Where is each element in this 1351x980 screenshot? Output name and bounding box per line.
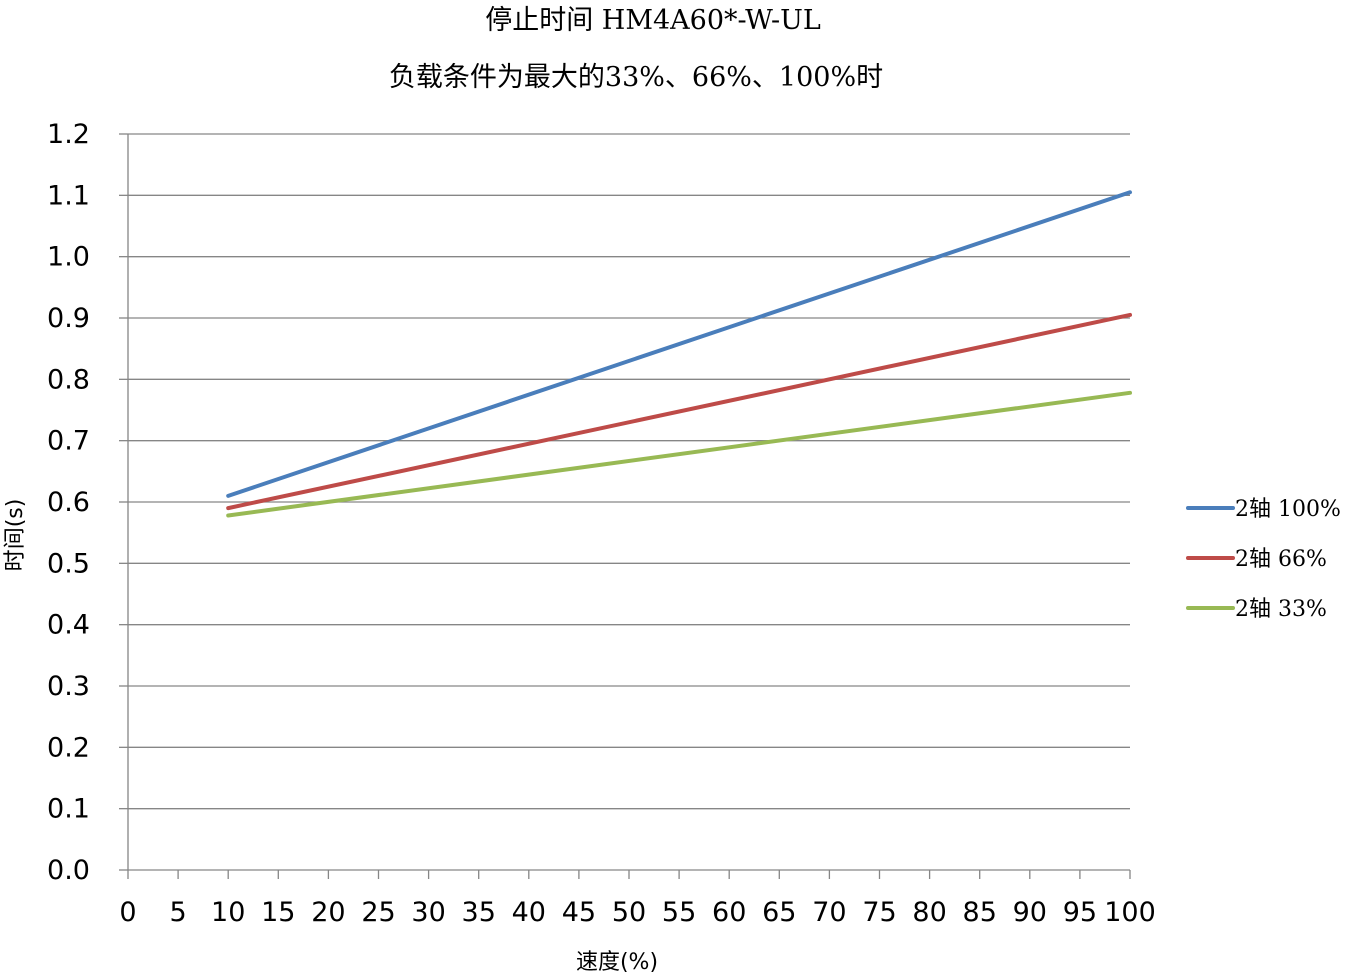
x-tick-label: 65 (762, 897, 796, 928)
x-tick-label: 100 (1104, 897, 1156, 928)
x-tick-label: 70 (812, 897, 846, 928)
x-tick-label: 30 (411, 897, 445, 928)
x-tick-label: 35 (462, 897, 496, 928)
y-tick-label: 1.2 (47, 119, 90, 150)
y-tick-label: 0.2 (47, 732, 90, 763)
series-line (226, 190, 1132, 498)
series-lines (226, 190, 1132, 518)
x-tick-label: 55 (662, 897, 696, 928)
x-tick-label: 10 (211, 897, 245, 928)
x-tick-label: 45 (562, 897, 596, 928)
legend-label: 2轴 66% (1235, 547, 1327, 572)
gridlines (128, 133, 1130, 810)
x-tick-label: 5 (170, 897, 187, 928)
y-axis-label: 时间(s) (3, 499, 28, 572)
x-tick-label: 85 (963, 897, 997, 928)
y-tick-label: 0.7 (47, 426, 90, 457)
y-tick-label: 0.1 (47, 794, 90, 825)
tick-labels: 0.0 0.1 0.2 0.3 0.4 0.5 0.6 0.7 0.8 0.9 1.0 1.1 1.2 0… (47, 119, 1156, 928)
legend-label: 2轴 100% (1235, 497, 1341, 522)
x-tick-label: 25 (361, 897, 395, 928)
x-tick-label: 0 (119, 897, 136, 928)
chart-subtitle: 负载条件为最大的33%、66%、100%时 (389, 62, 883, 93)
axes (119, 133, 1131, 879)
y-tick-label: 0.5 (47, 548, 90, 579)
y-tick-label: 1.0 (47, 242, 90, 273)
y-tick-label: 0.4 (47, 610, 90, 641)
x-tick-label: 80 (912, 897, 946, 928)
x-tick-label: 15 (261, 897, 295, 928)
x-tick-label: 90 (1013, 897, 1047, 928)
chart-title: 停止时间 HM4A60*-W-UL (485, 5, 821, 36)
y-tick-label: 0.8 (47, 364, 90, 395)
legend-label: 2轴 33% (1235, 597, 1327, 622)
y-tick-label: 0.3 (47, 671, 90, 702)
y-tick-label: 0.0 (47, 855, 90, 886)
series-line (226, 312, 1132, 511)
x-tick-label: 95 (1063, 897, 1097, 928)
x-tick-label: 60 (712, 897, 746, 928)
x-tick-label: 75 (862, 897, 896, 928)
y-tick-label: 0.6 (47, 487, 90, 518)
legend: 2轴 100% 2轴 66% 2轴 33% (1186, 497, 1341, 622)
x-tick-label: 50 (612, 897, 646, 928)
y-tick-label: 0.9 (47, 303, 90, 334)
x-axis-label: 速度(%) (576, 950, 658, 975)
x-tick-label: 20 (311, 897, 345, 928)
series-line (226, 390, 1132, 518)
y-tick-label: 1.1 (47, 180, 90, 211)
x-tick-label: 40 (512, 897, 546, 928)
